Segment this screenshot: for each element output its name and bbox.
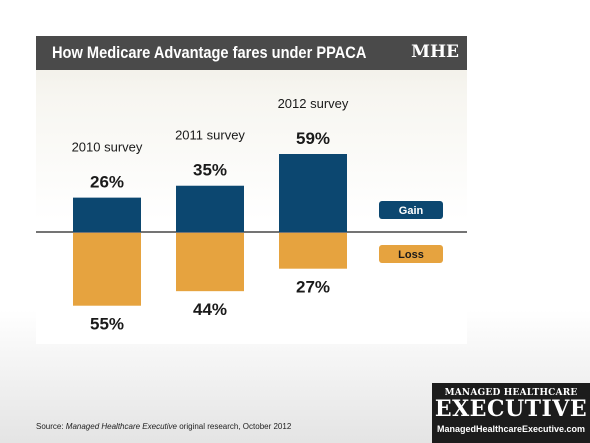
brand-logo-block: MANAGED HEALTHCARE EXECUTIVE ManagedHeal… (432, 383, 590, 443)
loss-bar (279, 233, 347, 269)
survey-year-label: 2012 survey (278, 96, 349, 111)
legend-gain-label: Gain (399, 205, 424, 217)
loss-bar (176, 233, 244, 292)
source-publication: Managed Healthcare Executive (65, 422, 177, 431)
loss-value-label: 55% (90, 315, 124, 334)
chart-title: How Medicare Advantage fares under PPACA (52, 43, 367, 62)
gain-bar (176, 185, 244, 232)
survey-year-label: 2010 survey (72, 140, 143, 155)
title-bar: How Medicare Advantage fares under PPACA… (36, 36, 467, 70)
gain-value-label: 59% (296, 129, 330, 148)
source-suffix: original research, October 2012 (176, 422, 292, 431)
gain-bar (279, 154, 347, 232)
loss-bar (73, 233, 141, 306)
gain-value-label: 26% (90, 173, 124, 192)
legend-gain-swatch (379, 201, 443, 219)
source-note: Source: Managed Healthcare Executive ori… (36, 422, 291, 431)
mhe-logo: MHE (411, 42, 459, 62)
legend-loss-label: Loss (398, 249, 424, 261)
loss-value-label: 27% (296, 278, 330, 297)
brand-main-text: EXECUTIVE (434, 396, 588, 422)
legend-loss-swatch (379, 245, 443, 263)
gain-value-label: 35% (193, 161, 227, 180)
brand-url: ManagedHealthcareExecutive.com (436, 424, 586, 434)
gain-bar (73, 197, 141, 232)
loss-value-label: 44% (193, 300, 227, 319)
brand-top-text: MANAGED HEALTHCARE (444, 388, 578, 398)
source-prefix: Source: (36, 422, 66, 431)
survey-year-label: 2011 survey (175, 128, 245, 143)
